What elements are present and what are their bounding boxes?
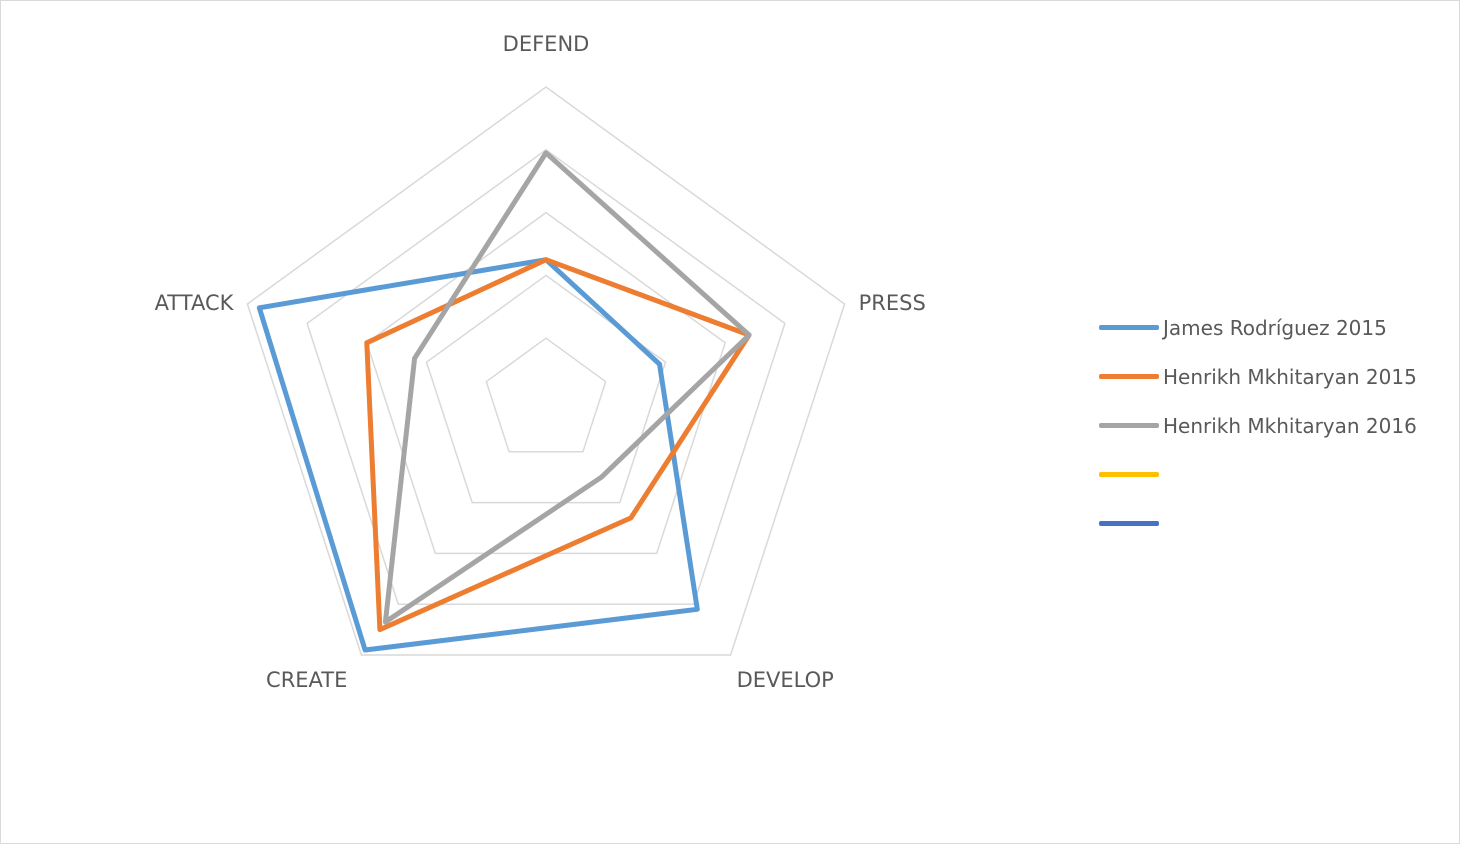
axis-label-defend: DEFEND [503,32,590,56]
axis-label-attack: ATTACK [155,291,235,315]
legend-item-henrikh-mkhitaryan-2016: Henrikh Mkhitaryan 2016 [1099,401,1449,450]
legend-label: Henrikh Mkhitaryan 2016 [1163,413,1417,438]
grid-ring-4 [306,148,786,605]
legend-swatch [1099,521,1159,526]
legend: James Rodríguez 2015 Henrikh Mkhitaryan … [1099,303,1449,548]
axis-label-develop: DEVELOP [737,668,834,692]
legend-swatch [1099,374,1159,379]
axis-label-create: CREATE [266,668,347,692]
axis-label-press: PRESS [859,291,926,315]
legend-item-series-5 [1099,499,1449,548]
legend-label: James Rodríguez 2015 [1163,315,1387,340]
legend-label: Henrikh Mkhitaryan 2015 [1163,364,1417,389]
radar-grid [246,86,846,656]
series-line-3 [382,150,752,625]
legend-item-james-rodriguez-2015: James Rodríguez 2015 [1099,303,1449,352]
radar-series [256,150,752,653]
grid-ring-2 [425,274,667,504]
legend-swatch [1099,472,1159,477]
series-line-1 [256,257,700,653]
legend-item-henrikh-mkhitaryan-2015: Henrikh Mkhitaryan 2015 [1099,352,1449,401]
axis-labels: DEFEND PRESS DEVELOP CREATE ATTACK [155,32,926,692]
legend-swatch [1099,325,1159,330]
legend-item-series-4 [1099,450,1449,499]
legend-swatch [1099,423,1159,428]
grid-ring-5 [246,86,846,656]
grid-ring-1 [485,337,607,453]
series-line-2 [364,257,752,633]
